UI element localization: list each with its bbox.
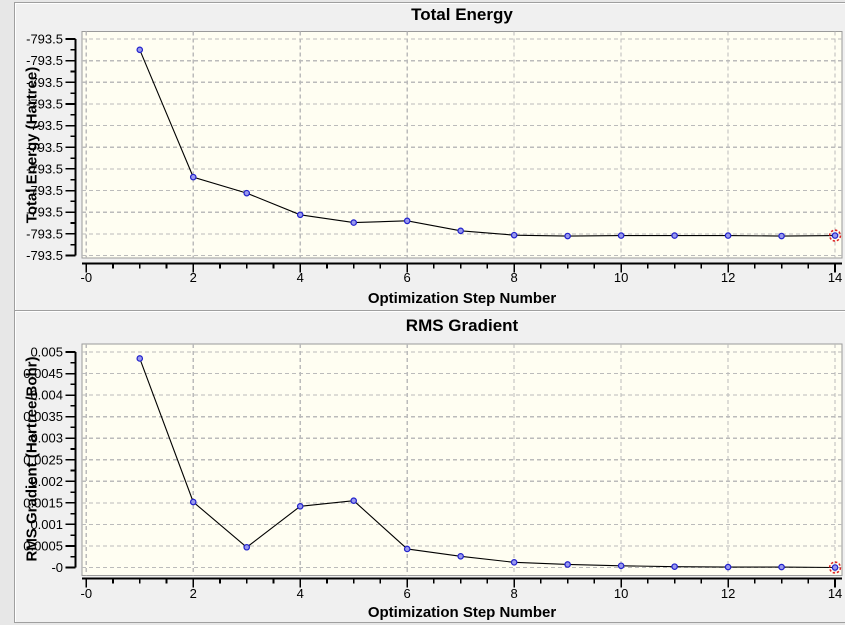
data-point[interactable] xyxy=(243,543,251,551)
chart-title: Total Energy xyxy=(411,5,513,24)
x-axis-ruler xyxy=(82,577,842,588)
y-tick-label: -793.5 xyxy=(26,161,63,176)
data-point[interactable] xyxy=(457,227,464,235)
y-tick-label: -793.5 xyxy=(26,226,63,241)
selected-point-ring xyxy=(828,561,842,574)
x-tick-label: 14 xyxy=(828,270,842,285)
gridlines xyxy=(82,31,842,258)
y-axis-ruler xyxy=(65,351,77,569)
x-tick-label: 10 xyxy=(614,586,628,601)
data-point[interactable] xyxy=(296,211,304,219)
y-tick-label: 0.0005 xyxy=(23,538,63,553)
data-point[interactable] xyxy=(189,173,197,181)
x-tick-label: 4 xyxy=(297,586,304,601)
y-tick-label: -0 xyxy=(51,560,63,575)
data-point[interactable] xyxy=(724,232,732,239)
data-point[interactable] xyxy=(617,562,625,570)
y-tick-label: -793.5 xyxy=(26,53,63,68)
y-tick-labels: 0.005 0.0045 0.004 0.0035 0.003 0.0025 0.002 0.… xyxy=(23,345,63,576)
data-point[interactable] xyxy=(350,219,357,226)
y-axis-title: RMS Gradient (Hartree/Bohr) xyxy=(23,356,41,562)
data-point[interactable] xyxy=(136,46,144,54)
x-tick-label: 2 xyxy=(190,270,197,285)
x-axis-title: Optimization Step Number xyxy=(367,290,557,307)
x-axis-title: Optimization Step Number xyxy=(367,604,557,621)
y-tick-label: -793.5 xyxy=(26,248,63,263)
y-tick-label: 0.002 xyxy=(30,474,63,489)
data-point[interactable] xyxy=(510,231,518,239)
data-point[interactable] xyxy=(350,497,357,504)
data-points xyxy=(136,46,839,240)
total-energy-panel: -793.5 -793.5 -793.5 -793.5 -793.5 -793.5 -793… xyxy=(14,2,845,310)
y-axis-title: Total Energy (Hartree) xyxy=(23,66,41,224)
data-point[interactable] xyxy=(189,498,197,506)
data-point[interactable] xyxy=(778,232,785,240)
x-tick-label: 10 xyxy=(614,270,628,285)
data-point[interactable] xyxy=(136,355,144,362)
y-tick-label: 0.0035 xyxy=(23,409,63,424)
data-point[interactable] xyxy=(831,232,839,239)
data-point[interactable] xyxy=(296,502,304,510)
y-tick-label: -793.5 xyxy=(26,140,63,155)
y-tick-label: -793.5 xyxy=(26,118,63,133)
data-point[interactable] xyxy=(671,232,678,239)
data-point[interactable] xyxy=(403,217,411,225)
plot-area xyxy=(81,30,843,259)
data-point[interactable] xyxy=(831,564,839,571)
data-point[interactable] xyxy=(617,232,625,239)
chart-title: RMS Gradient xyxy=(405,316,519,335)
y-tick-label: 0.003 xyxy=(30,431,63,446)
x-tick-label: 8 xyxy=(511,586,518,601)
data-point[interactable] xyxy=(564,232,571,240)
x-tick-label: 6 xyxy=(404,270,411,285)
x-tick-label: 8 xyxy=(511,270,518,285)
x-tick-label: 6 xyxy=(404,586,411,601)
y-tick-label: -793.5 xyxy=(26,183,63,198)
y-tick-label: 0.004 xyxy=(30,388,63,403)
data-point[interactable] xyxy=(778,563,785,571)
data-points xyxy=(136,355,839,571)
y-tick-label: 0.001 xyxy=(30,517,63,532)
data-point[interactable] xyxy=(403,545,411,553)
x-tick-labels: -0 2 4 6 8 10 12 14 xyxy=(80,270,842,285)
total-energy-chart[interactable]: -793.5 -793.5 -793.5 -793.5 -793.5 -793.5 -793… xyxy=(15,3,845,310)
x-axis-ruler xyxy=(82,262,842,273)
x-tick-label: 12 xyxy=(721,586,735,601)
y-tick-label: 0.0015 xyxy=(23,495,63,510)
data-point[interactable] xyxy=(564,561,571,568)
data-point[interactable] xyxy=(724,563,732,571)
data-point[interactable] xyxy=(671,563,678,570)
y-tick-label: 0.0025 xyxy=(23,452,63,467)
y-tick-label: -793.5 xyxy=(26,205,63,220)
y-tick-label: -793.5 xyxy=(26,96,63,111)
rms-gradient-chart[interactable]: 0.005 0.0045 0.004 0.0035 0.003 0.0025 0.002 0.… xyxy=(15,311,845,622)
selected-point-ring xyxy=(828,229,842,242)
y-tick-label: -793.5 xyxy=(26,32,63,47)
x-tick-label: -0 xyxy=(80,586,92,601)
y-tick-label: -793.5 xyxy=(26,75,63,90)
series-line xyxy=(139,49,836,237)
x-tick-label: 12 xyxy=(721,270,735,285)
y-tick-labels: -793.5 -793.5 -793.5 -793.5 -793.5 -793.5 -793… xyxy=(26,32,63,264)
y-tick-label: 0.0045 xyxy=(23,366,63,381)
data-point[interactable] xyxy=(457,552,464,560)
y-axis-ruler xyxy=(65,38,77,257)
data-point[interactable] xyxy=(243,189,251,197)
x-tick-labels: -0 2 4 6 8 10 12 14 xyxy=(80,586,842,601)
x-tick-label: -0 xyxy=(80,270,92,285)
data-point[interactable] xyxy=(510,559,518,566)
y-tick-label: 0.005 xyxy=(30,345,63,360)
x-tick-label: 2 xyxy=(190,586,197,601)
x-tick-label: 14 xyxy=(828,586,842,601)
x-tick-label: 4 xyxy=(297,270,304,285)
series-line xyxy=(139,358,836,569)
rms-gradient-panel: 0.005 0.0045 0.004 0.0035 0.003 0.0025 0.002 0.… xyxy=(14,310,845,623)
gridlines xyxy=(82,344,842,576)
